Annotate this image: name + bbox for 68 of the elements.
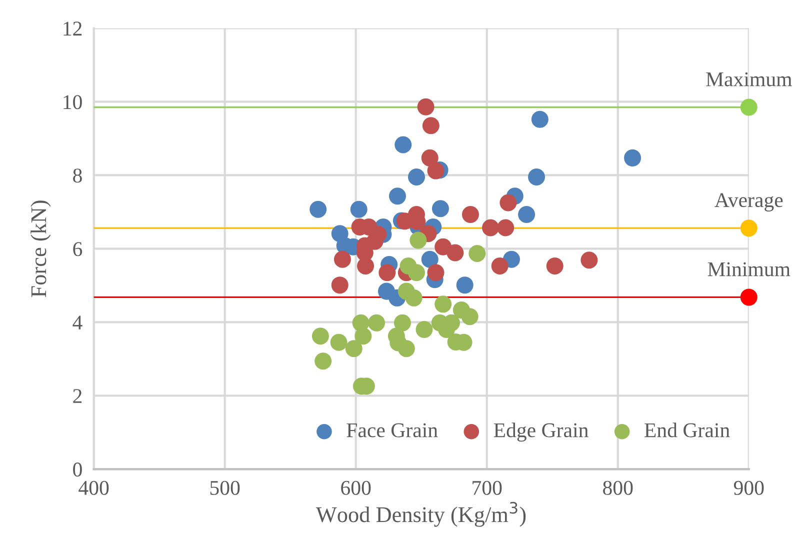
point xyxy=(345,340,362,358)
point xyxy=(468,244,486,262)
point xyxy=(417,98,434,116)
point xyxy=(740,288,758,306)
point xyxy=(354,328,372,345)
point xyxy=(421,250,438,268)
point xyxy=(740,98,758,116)
y-tick-label: 10 xyxy=(64,95,82,110)
point xyxy=(330,334,348,351)
point xyxy=(389,188,406,205)
point xyxy=(331,276,348,294)
point xyxy=(432,200,449,218)
point xyxy=(497,219,514,236)
y-tick-label: 2 xyxy=(73,389,82,403)
point xyxy=(394,136,412,154)
x-tick-label: 700 xyxy=(472,480,502,495)
point xyxy=(368,314,386,332)
point xyxy=(378,264,396,282)
x-axis-title: Wood Density (Kg/m$^{3}$) xyxy=(316,502,526,527)
point xyxy=(482,219,500,236)
point xyxy=(357,257,374,274)
point xyxy=(427,264,444,282)
y-tick-label: 12 xyxy=(64,22,82,36)
point xyxy=(446,244,464,262)
y-tick-label: 6 xyxy=(73,242,82,256)
point xyxy=(350,200,368,218)
x-tick-label: 800 xyxy=(603,480,633,495)
point xyxy=(518,206,536,224)
y-tick-label: 4 xyxy=(72,316,82,330)
point xyxy=(410,232,427,249)
legend-label: End Grain xyxy=(644,422,730,438)
y-tick-label: 8 xyxy=(73,168,82,183)
point xyxy=(462,206,479,224)
point xyxy=(528,168,546,186)
point xyxy=(461,308,478,326)
point xyxy=(398,340,415,358)
point xyxy=(546,257,564,274)
y-axis-title: Force (kN) xyxy=(30,200,51,298)
ref-line-label: Maximum xyxy=(706,72,792,86)
legend-label: Face Grain xyxy=(346,423,438,438)
point xyxy=(314,352,332,370)
point xyxy=(312,328,329,345)
point xyxy=(434,296,452,313)
point xyxy=(427,162,444,180)
point xyxy=(405,289,422,306)
point xyxy=(416,321,433,338)
x-tick-label: 500 xyxy=(210,480,240,495)
x-tick-label: 900 xyxy=(734,480,764,495)
point xyxy=(491,257,508,274)
point xyxy=(394,314,411,332)
x-tick-label: 600 xyxy=(341,480,371,495)
point xyxy=(334,250,351,268)
point xyxy=(408,168,426,186)
point xyxy=(624,149,642,166)
point xyxy=(310,200,327,218)
point xyxy=(422,117,440,134)
x-tick-label: 400 xyxy=(78,480,109,495)
point xyxy=(531,110,548,128)
y-tick-label: 0 xyxy=(73,462,82,477)
point xyxy=(421,149,438,166)
point xyxy=(580,252,598,269)
legend-label: Edge Grain xyxy=(494,422,588,442)
ref-line-label: Minimum xyxy=(708,262,790,276)
point xyxy=(456,276,474,294)
point xyxy=(500,194,517,212)
point xyxy=(408,264,426,282)
point xyxy=(740,220,758,237)
ref-line-label: Average xyxy=(714,193,783,212)
